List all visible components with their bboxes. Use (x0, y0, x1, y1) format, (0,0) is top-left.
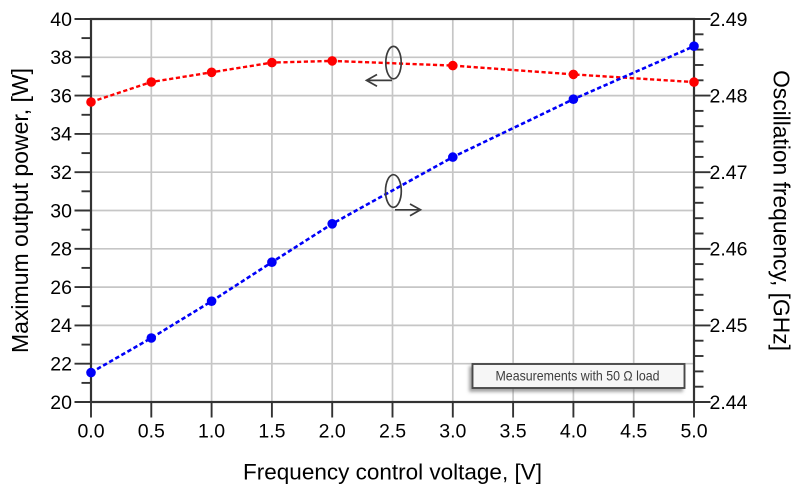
svg-text:1.0: 1.0 (198, 421, 225, 443)
svg-text:1.5: 1.5 (258, 421, 285, 443)
svg-text:3.5: 3.5 (500, 421, 527, 443)
svg-text:40: 40 (50, 9, 72, 31)
svg-text:26: 26 (50, 277, 72, 299)
svg-text:2.48: 2.48 (710, 85, 748, 107)
svg-text:22: 22 (50, 354, 72, 376)
svg-text:5.0: 5.0 (680, 421, 707, 443)
svg-text:36: 36 (50, 85, 72, 107)
svg-text:24: 24 (50, 315, 72, 337)
svg-text:Frequency control voltage, [V]: Frequency control voltage, [V] (243, 460, 542, 485)
svg-text:34: 34 (50, 124, 72, 146)
svg-text:0.5: 0.5 (138, 421, 165, 443)
svg-text:2.45: 2.45 (710, 315, 748, 337)
svg-text:28: 28 (50, 239, 72, 261)
svg-text:0.0: 0.0 (77, 421, 104, 443)
svg-text:2.0: 2.0 (319, 421, 346, 443)
svg-text:30: 30 (50, 200, 72, 222)
svg-text:20: 20 (50, 392, 72, 414)
svg-text:4.0: 4.0 (560, 421, 587, 443)
svg-text:2.44: 2.44 (710, 392, 748, 414)
svg-text:Measurements with 50 Ω load: Measurements with 50 Ω load (496, 369, 660, 384)
svg-text:2.49: 2.49 (710, 9, 748, 31)
svg-text:3.0: 3.0 (439, 421, 466, 443)
svg-text:2.46: 2.46 (710, 239, 748, 261)
svg-text:Maximum output power, [W]: Maximum output power, [W] (7, 68, 33, 353)
svg-text:38: 38 (50, 47, 72, 69)
svg-text:Oscillation frequency, [GHz]: Oscillation frequency, [GHz] (769, 70, 795, 351)
svg-text:4.5: 4.5 (620, 421, 647, 443)
svg-text:2.5: 2.5 (379, 421, 406, 443)
svg-text:2.47: 2.47 (710, 162, 748, 184)
svg-text:32: 32 (50, 162, 72, 184)
